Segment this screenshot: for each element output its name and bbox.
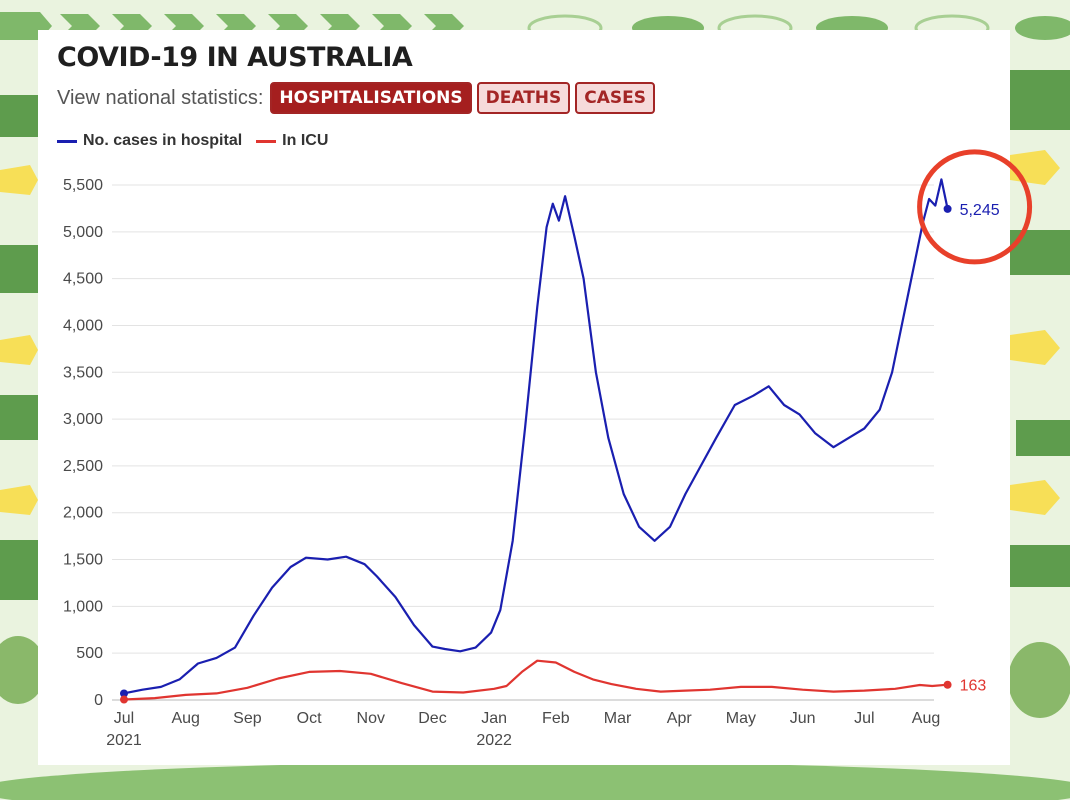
legend-item-icu: In ICU [256,132,328,150]
y-tick-label: 3,500 [63,364,103,381]
x-tick-label: Mar [604,710,632,727]
x-tick-label: Jun [790,710,816,727]
legend-label-icu: In ICU [282,132,329,149]
chart-card [38,30,1010,765]
y-tick-label: 5,000 [63,224,103,241]
x-tick-label: Dec [418,710,446,727]
y-tick-label: 500 [76,645,103,662]
x-tick-label: Aug [912,710,940,727]
x-tick-label: Jul [114,710,134,727]
x-tick-label: Oct [297,710,322,727]
icu-series-end-point [943,680,952,689]
y-tick-label: 3,000 [63,411,103,428]
x-tick-label: Feb [542,710,570,727]
x-year-label: 2022 [476,732,512,749]
page-title: COVID-19 IN AUSTRALIA [57,42,413,73]
legend-swatch-hospital [57,139,77,143]
legend-swatch-icu [256,139,277,143]
nav-label: View national statistics: [57,86,264,109]
x-tick-label: Nov [357,710,385,727]
x-tick-label: Sep [233,710,262,727]
icu-series-end-label: 163 [960,678,987,695]
stats-nav: View national statistics: HOSPITALISATIO… [57,82,656,114]
legend-item-hospital: No. cases in hospital [57,132,242,150]
hospital-series-end-label: 5,245 [960,202,1000,219]
x-tick-label: Apr [667,710,693,727]
y-tick-label: 1,500 [63,552,103,569]
x-tick-label: Aug [171,710,199,727]
y-tick-label: 2,000 [63,505,103,522]
hospital-series-line [123,178,949,695]
highlight-circle [917,149,1033,265]
y-tick-label: 4,000 [63,317,103,334]
x-year-label: 2021 [106,732,142,749]
cases-button[interactable]: CASES [575,82,656,114]
x-tick-label: Jul [854,710,874,727]
chart-legend: No. cases in hospital In ICU [57,132,328,150]
y-tick-label: 0 [94,692,103,709]
y-tick-label: 5,500 [63,177,103,194]
icu-series-start-point [120,695,128,704]
legend-label-hospital: No. cases in hospital [83,132,243,149]
icu-series-line [123,659,948,701]
hospital-series-start-point [120,689,128,698]
deaths-button[interactable]: DEATHS [476,82,571,114]
y-tick-label: 1,000 [63,598,103,615]
hospitalisations-button[interactable]: HOSPITALISATIONS [270,82,472,114]
left-side-decorations [0,95,46,704]
y-tick-label: 2,500 [63,458,103,475]
y-tick-label: 4,500 [63,271,103,288]
hospital-series-end-point [943,204,952,213]
x-tick-label: May [726,710,756,727]
x-tick-label: Jan [481,710,507,727]
